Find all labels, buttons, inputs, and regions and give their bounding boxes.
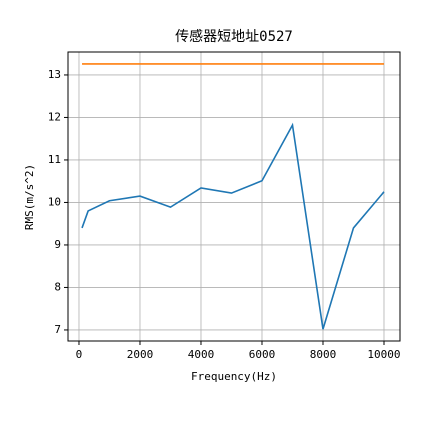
chart-title: 传感器短地址0527: [175, 28, 293, 45]
x-tick-label: 4000: [188, 348, 215, 361]
y-tick-label: 7: [54, 323, 61, 336]
x-tick-label: 0: [76, 348, 83, 361]
x-tick-label: 6000: [249, 348, 276, 361]
x-tick-label: 8000: [310, 348, 337, 361]
y-tick-label: 13: [48, 68, 61, 81]
x-tick-label: 2000: [127, 348, 154, 361]
y-tick-label: 8: [54, 280, 61, 293]
plot-frame: [67, 51, 401, 342]
y-tick-label: 9: [54, 238, 61, 251]
y-axis-label: RMS(m/s^2): [23, 164, 36, 230]
y-tick-label: 10: [48, 195, 61, 208]
y-tick-label: 11: [48, 153, 61, 166]
y-tick-label: 12: [48, 110, 61, 123]
data-line: [81, 122, 385, 330]
x-axis-label: Frequency(Hz): [191, 370, 277, 383]
x-tick-label: 10000: [367, 348, 400, 361]
